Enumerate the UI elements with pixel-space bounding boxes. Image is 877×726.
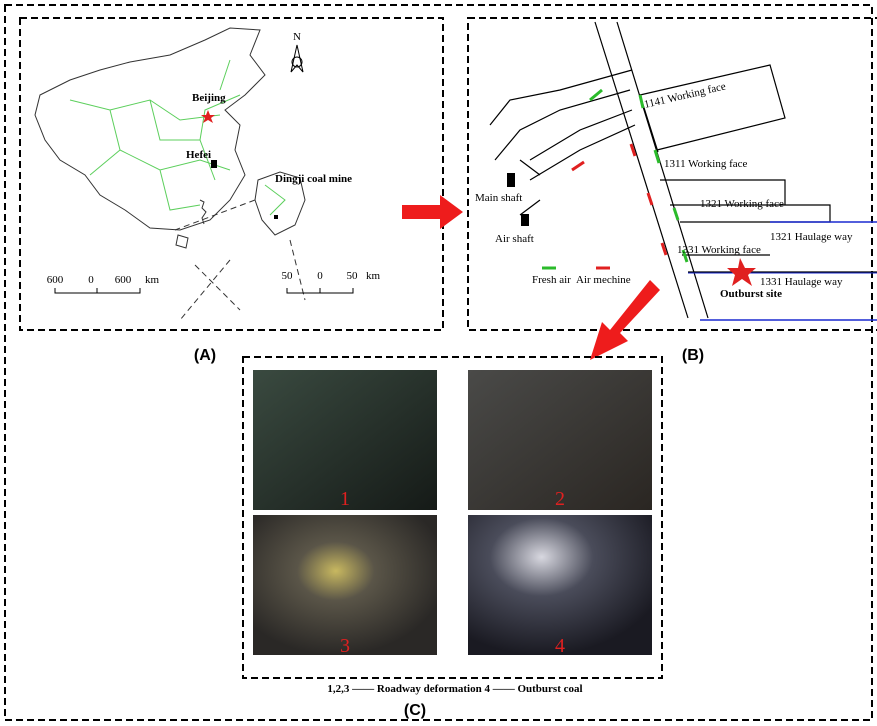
province-borders — [69, 59, 286, 216]
panel-label: (C) — [404, 702, 426, 719]
scale-label: 0 — [317, 270, 323, 282]
outburst-label: Outburst site — [720, 288, 782, 300]
face-label: 1321 Working face — [700, 198, 784, 210]
photo — [253, 370, 437, 510]
legend-label: Fresh air — [532, 274, 571, 286]
arrow — [402, 195, 463, 229]
mine-layout — [489, 21, 877, 319]
panel-a-border — [19, 17, 444, 331]
haulage-label: 1321 Haulage way — [770, 231, 853, 243]
panel-label: (A) — [194, 347, 216, 364]
scale-label: 50 — [347, 270, 359, 282]
arrow — [590, 280, 660, 360]
panel-label: (B) — [682, 347, 704, 364]
scale-label: km — [145, 274, 160, 286]
photo — [468, 515, 652, 655]
outburst-star — [727, 258, 756, 286]
hefei-marker — [211, 160, 217, 168]
main-shaft-marker — [507, 173, 515, 187]
china-map — [34, 27, 306, 321]
scale-label: 600 — [115, 274, 132, 286]
scale-label: 600 — [47, 274, 64, 286]
scale-label: 0 — [88, 274, 94, 286]
legend-label: Air mechine — [576, 274, 631, 286]
scale-label: km — [366, 270, 381, 282]
photo-number: 2 — [555, 488, 565, 510]
beijing-star — [201, 110, 215, 123]
panel-b-border — [467, 17, 877, 331]
haulage-lines — [688, 221, 877, 321]
scale-bars — [54, 288, 354, 294]
photo — [253, 515, 437, 655]
haulage-label: 1331 Haulage way — [760, 276, 843, 288]
north-arrow — [290, 44, 304, 73]
face-label: 1331 Working face — [677, 244, 761, 256]
photo-number: 3 — [340, 635, 350, 657]
caption: 1,2,3 —— Roadway deformation 4 —— Outbur… — [327, 683, 582, 695]
hefei-label: Hefei — [186, 149, 211, 161]
mine-label: Dingji coal mine — [275, 173, 352, 185]
outer-border — [4, 4, 873, 721]
coast — [199, 199, 207, 225]
photo-number: 1 — [340, 488, 350, 510]
north-label: N — [293, 31, 301, 43]
air-shaft-marker — [521, 214, 529, 226]
photo — [468, 370, 652, 510]
mine-marker — [274, 215, 278, 219]
panel-c-border — [242, 356, 663, 679]
scale-label: 50 — [282, 270, 294, 282]
main-shaft-label: Main shaft — [475, 192, 522, 204]
airflow-arrows — [542, 88, 689, 270]
face-label: 1311 Working face — [664, 158, 748, 170]
air-shaft-label: Air shaft — [495, 233, 534, 245]
photo-number: 4 — [555, 635, 565, 657]
beijing-label: Beijing — [192, 92, 226, 104]
